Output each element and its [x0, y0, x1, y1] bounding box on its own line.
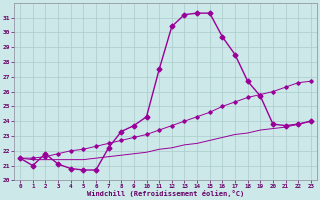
X-axis label: Windchill (Refroidissement éolien,°C): Windchill (Refroidissement éolien,°C) [87, 190, 244, 197]
